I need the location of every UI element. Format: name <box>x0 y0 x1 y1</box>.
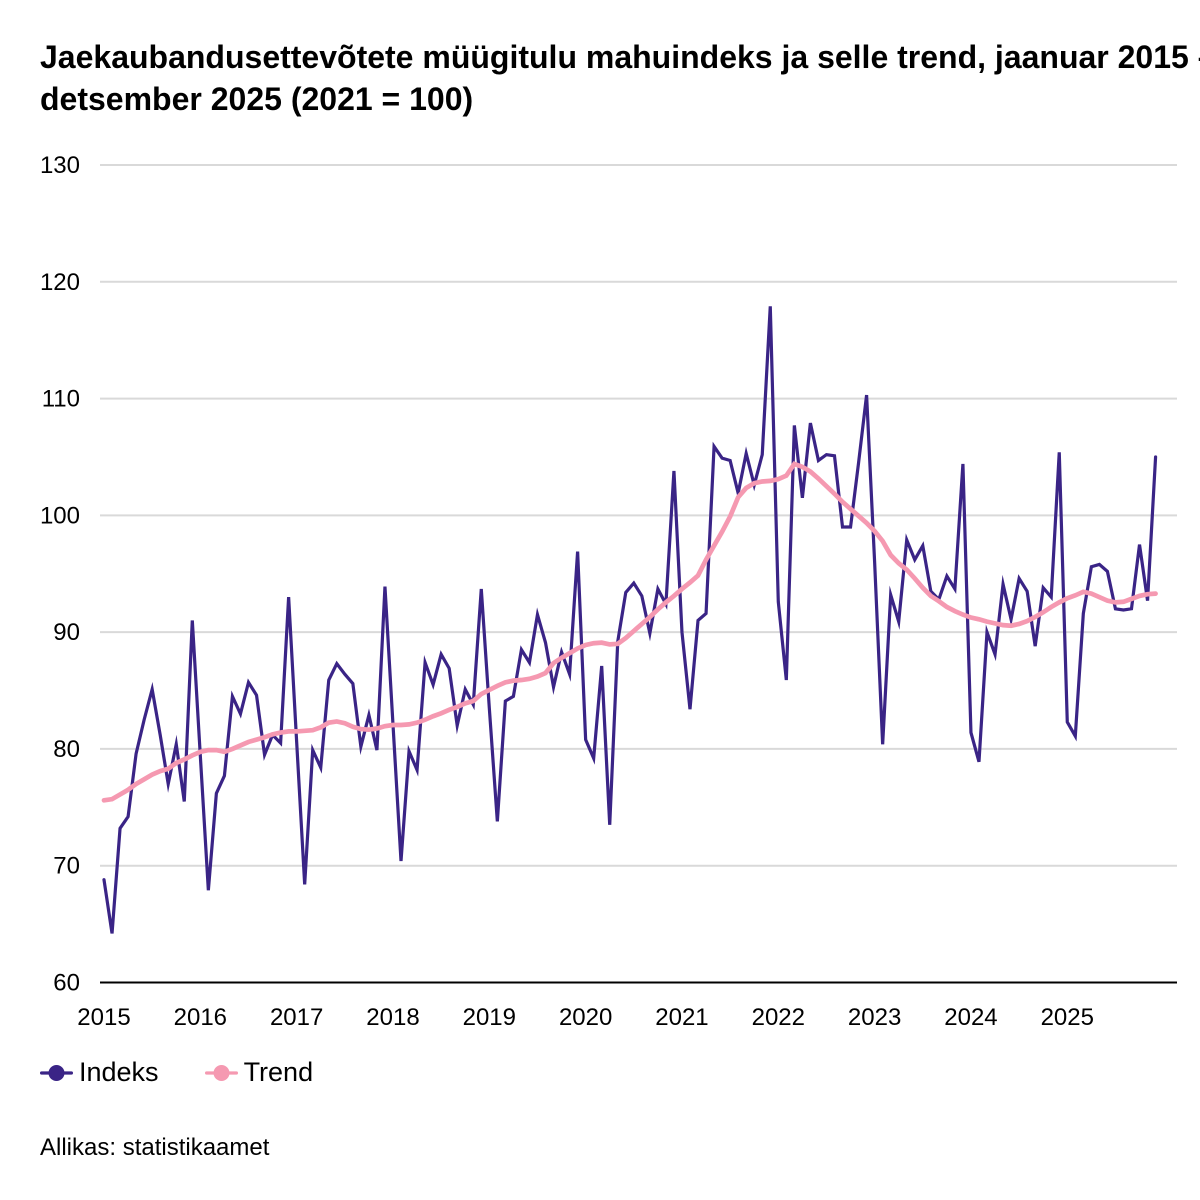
legend-item-trend[interactable]: Trend <box>204 1057 314 1088</box>
legend-label-trend: Trend <box>243 1057 314 1087</box>
y-tick-label: 70 <box>53 853 80 880</box>
chart-title: Jaekaubandusettevõtete müügitulu mahuind… <box>40 36 1200 120</box>
trend-line[interactable] <box>101 461 1158 803</box>
x-tick-label: 2025 <box>1041 1004 1094 1031</box>
legend-marker-trend-icon <box>204 1064 238 1081</box>
y-tick-label: 100 <box>40 502 80 529</box>
chart-title-line2: detsember 2025 (2021 = 100) <box>40 81 474 117</box>
chart-legend: Indeks Trend <box>40 1057 313 1088</box>
y-tick-label: 60 <box>53 970 80 997</box>
x-tick-label: 2023 <box>848 1004 901 1031</box>
legend-label-indeks: Indeks <box>79 1057 159 1087</box>
y-tick-label: 80 <box>53 736 80 763</box>
legend-dot-indeks <box>48 1064 65 1081</box>
indeks-line[interactable] <box>102 306 1158 934</box>
x-tick-label: 2017 <box>270 1004 323 1031</box>
x-tick-label: 2024 <box>944 1004 997 1031</box>
legend-item-indeks[interactable]: Indeks <box>40 1057 159 1088</box>
y-tick-label: 110 <box>42 386 80 413</box>
chart-title-line1: Jaekaubandusettevõtete müügitulu mahuind… <box>40 39 1200 75</box>
y-tick-label: 120 <box>40 269 80 296</box>
x-tick-label: 2021 <box>655 1004 708 1031</box>
gridlines <box>100 163 1177 984</box>
x-tick-label: 2015 <box>77 1004 130 1031</box>
x-tick-label: 2019 <box>463 1004 516 1031</box>
y-axis-labels: 60 70 80 90 100 110 120 130 <box>40 152 80 997</box>
x-tick-label: 2022 <box>752 1004 805 1031</box>
x-tick-label: 2016 <box>174 1004 227 1031</box>
x-axis-labels: 2015 2016 2017 2018 2019 2020 2021 2022 2023 2024… <box>77 1004 1094 1031</box>
x-tick-label: 2020 <box>559 1004 612 1031</box>
legend-marker-indeks-icon <box>40 1064 73 1081</box>
y-tick-label: 90 <box>53 619 80 646</box>
x-tick-label: 2018 <box>366 1004 419 1031</box>
y-tick-label: 130 <box>40 152 80 179</box>
source-note: Allikas: statistikaamet <box>40 1134 270 1161</box>
legend-dot-trend <box>213 1064 230 1081</box>
